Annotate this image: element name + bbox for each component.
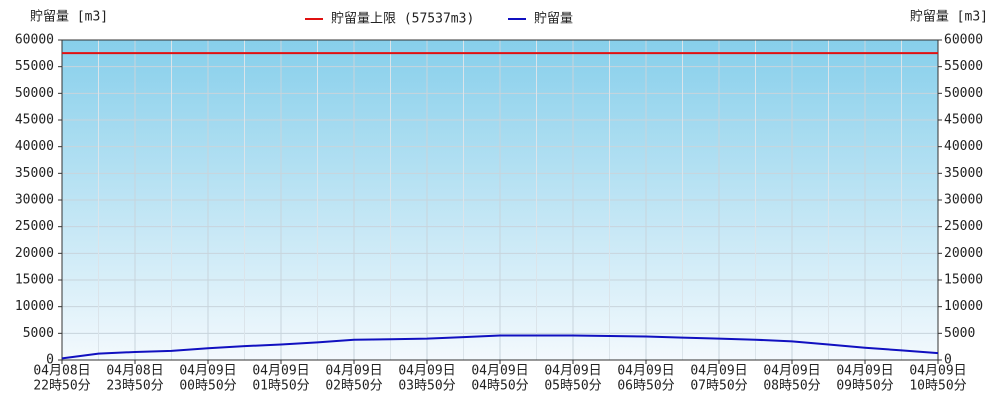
x-tick-label: 05時50分 bbox=[544, 379, 601, 394]
x-tick-label: 00時50分 bbox=[179, 379, 236, 394]
x-tick-label: 04月08日 bbox=[33, 364, 90, 379]
x-tick-label: 04月09日 bbox=[763, 364, 820, 379]
x-tick-label: 06時50分 bbox=[617, 379, 674, 394]
y2-tick-label: 45000 bbox=[944, 113, 983, 128]
y2-tick-label: 30000 bbox=[944, 193, 983, 208]
x-tick-label: 04月09日 bbox=[836, 364, 893, 379]
y-tick-label: 10000 bbox=[15, 299, 54, 314]
y-tick-label: 60000 bbox=[15, 33, 54, 48]
legend-label: 貯留量 bbox=[534, 12, 573, 27]
y2-tick-label: 50000 bbox=[944, 86, 983, 101]
x-tick-label: 09時50分 bbox=[836, 379, 893, 394]
y-tick-label: 15000 bbox=[15, 273, 54, 288]
y2-tick-label: 5000 bbox=[944, 326, 975, 341]
x-tick-label: 04月09日 bbox=[544, 364, 601, 379]
y2-tick-label: 55000 bbox=[944, 59, 983, 74]
x-tick-label: 04月09日 bbox=[252, 364, 309, 379]
y-axis-title: 貯留量 [m3] bbox=[30, 10, 108, 25]
x-tick-label: 02時50分 bbox=[325, 379, 382, 394]
x-tick-label: 04月09日 bbox=[690, 364, 747, 379]
y-tick-label: 5000 bbox=[23, 326, 54, 341]
x-tick-label: 23時50分 bbox=[106, 379, 163, 394]
x-tick-label: 07時50分 bbox=[690, 379, 747, 394]
y-tick-label: 35000 bbox=[15, 166, 54, 181]
y2-tick-label: 0 bbox=[944, 353, 952, 368]
x-tick-label: 04月09日 bbox=[471, 364, 528, 379]
y-tick-label: 45000 bbox=[15, 113, 54, 128]
legend-label: 貯留量上限 (57537m3) bbox=[331, 12, 474, 27]
y2-tick-label: 35000 bbox=[944, 166, 983, 181]
y-tick-label: 50000 bbox=[15, 86, 54, 101]
y-tick-label: 40000 bbox=[15, 139, 54, 154]
y2-tick-label: 60000 bbox=[944, 33, 983, 48]
x-tick-label: 04時50分 bbox=[471, 379, 528, 394]
y2-tick-label: 15000 bbox=[944, 273, 983, 288]
data-line bbox=[61, 334, 939, 360]
y-tick-label: 0 bbox=[46, 353, 54, 368]
x-tick-label: 04月09日 bbox=[617, 364, 674, 379]
x-tick-label: 10時50分 bbox=[909, 379, 966, 394]
y2-tick-label: 20000 bbox=[944, 246, 983, 261]
x-tick-label: 03時50分 bbox=[398, 379, 455, 394]
y-tick-label: 30000 bbox=[15, 193, 54, 208]
y2-tick-label: 25000 bbox=[944, 219, 983, 234]
x-tick-label: 04月09日 bbox=[398, 364, 455, 379]
y-tick-label: 25000 bbox=[15, 219, 54, 234]
x-tick-label: 04月09日 bbox=[325, 364, 382, 379]
plot-border bbox=[61, 39, 939, 361]
x-tick-label: 04月09日 bbox=[909, 364, 966, 379]
y2-tick-label: 10000 bbox=[944, 299, 983, 314]
x-tick-label: 01時50分 bbox=[252, 379, 309, 394]
y-tick-label: 55000 bbox=[15, 59, 54, 74]
x-tick-label: 04月09日 bbox=[179, 364, 236, 379]
x-tick-label: 04月08日 bbox=[106, 364, 163, 379]
x-tick-label: 22時50分 bbox=[33, 379, 90, 394]
y2-tick-label: 40000 bbox=[944, 139, 983, 154]
y2-axis-title: 貯留量 [m3] bbox=[910, 10, 988, 25]
x-tick-label: 08時50分 bbox=[763, 379, 820, 394]
y-tick-label: 20000 bbox=[15, 246, 54, 261]
